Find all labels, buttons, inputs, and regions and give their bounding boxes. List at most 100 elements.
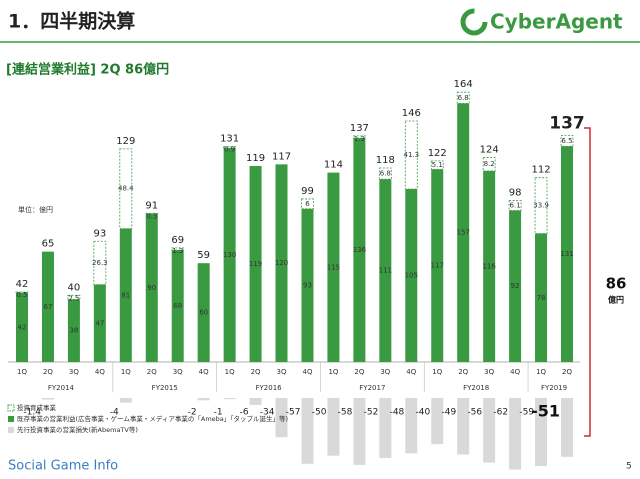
existing-bar	[145, 213, 158, 362]
total-label: 129	[116, 136, 135, 147]
x-tick-label: 3Q	[484, 368, 494, 376]
loss-label: -40	[416, 408, 431, 418]
loss-label: -52	[364, 408, 379, 418]
existing-bar	[249, 166, 262, 362]
existing-label: 105	[405, 272, 418, 280]
loss-bar	[223, 398, 236, 400]
loss-bar	[41, 398, 54, 400]
investment-bar	[560, 135, 574, 147]
existing-bar	[301, 208, 314, 362]
existing-label: 111	[379, 267, 392, 275]
subtitle: [連結営業利益] 2Q 86億円	[6, 62, 169, 78]
fiscal-year-label: FY2018	[463, 384, 489, 392]
total-label: 98	[509, 187, 522, 198]
x-tick-label: 1Q	[328, 368, 338, 376]
x-tick-label: 2Q	[147, 368, 157, 376]
x-tick-label: 1Q	[121, 368, 131, 376]
investment-label: 6.8	[380, 170, 391, 178]
existing-label: 157	[457, 229, 470, 237]
page-number: 5	[626, 462, 632, 472]
x-tick-label: 3Q	[69, 368, 79, 376]
investment-bar	[378, 167, 392, 180]
loss-bar	[509, 398, 522, 470]
investment-label: 33.9	[533, 202, 549, 210]
footer-source: Social Game Info	[8, 459, 118, 474]
existing-label: 38	[69, 327, 78, 335]
existing-label: 116	[482, 262, 496, 270]
investment-label: 0.9	[224, 145, 235, 153]
investment-label: 8.2	[484, 160, 495, 168]
total-label: 40	[68, 282, 81, 293]
bracket-value: 86	[606, 275, 627, 293]
legend-label: 先行投資事業の営業損失(新AbemaTV等)	[17, 425, 138, 434]
loss-bar	[197, 398, 210, 401]
existing-label: 120	[275, 259, 288, 267]
existing-bar	[93, 284, 106, 362]
existing-label: 47	[95, 319, 104, 327]
total-label: 118	[376, 155, 395, 166]
loss-label: -56	[467, 408, 482, 418]
total-label: 124	[480, 144, 499, 155]
total-label: 122	[428, 148, 447, 159]
loss-label: -6	[240, 408, 249, 418]
loss-label: -49	[441, 408, 456, 418]
loss-label: -62	[493, 408, 508, 418]
x-tick-label: 3Q	[173, 368, 183, 376]
fiscal-year-label: FY2014	[48, 384, 75, 392]
loss-label: -1.4	[23, 408, 41, 418]
investment-bar	[430, 160, 444, 170]
loss-bar	[327, 398, 340, 456]
investment-label: 6	[305, 200, 310, 208]
investment-bar	[508, 200, 522, 211]
investment-label: 6.5	[561, 137, 572, 145]
loss-bar	[301, 398, 314, 464]
investment-bar	[93, 240, 107, 285]
existing-bar	[275, 164, 288, 362]
existing-label: 60	[199, 309, 208, 317]
loss-bar	[379, 398, 392, 458]
legend-label: 投資育成事業	[17, 403, 57, 412]
x-tick-label: 3Q	[277, 368, 287, 376]
investment-label: 5.1	[432, 161, 443, 169]
existing-label: 117	[431, 262, 444, 270]
existing-label: 78	[537, 294, 546, 302]
investment-label: 1.3	[172, 247, 183, 255]
existing-label: 136	[353, 246, 367, 254]
logo-text: CyberAgent	[490, 10, 623, 34]
existing-bar	[509, 210, 522, 362]
legend-swatch	[7, 404, 15, 412]
x-tick-label: 2Q	[562, 368, 572, 376]
loss-bar	[249, 398, 262, 405]
investment-bar	[404, 120, 418, 190]
logo: CyberAgent	[460, 8, 623, 36]
x-tick-label: 4Q	[302, 368, 312, 376]
existing-label: 119	[249, 260, 262, 268]
total-label: 59	[197, 250, 210, 261]
investment-label: 6.8	[458, 94, 469, 102]
x-tick-label: 4Q	[510, 368, 520, 376]
legend-label: 既存事業の営業利益(広告事業・ゲーム事業・メディア事業の「Ameba」「タップル…	[17, 414, 288, 423]
investment-bar	[119, 148, 133, 229]
x-tick-label: 1Q	[536, 368, 546, 376]
loss-bar	[353, 398, 366, 465]
existing-bar	[353, 138, 366, 362]
total-label: 112	[532, 165, 551, 176]
existing-bar	[535, 233, 548, 362]
fiscal-year-label: FY2019	[541, 384, 567, 392]
bracket	[584, 127, 591, 437]
investment-bar	[15, 291, 29, 294]
existing-bar	[171, 250, 184, 362]
loss-label: -2	[188, 408, 197, 418]
bracket-unit: 億円	[608, 295, 624, 305]
investment-label: 48.4	[118, 185, 134, 193]
existing-label: 68	[173, 302, 182, 310]
total-label: 114	[324, 160, 343, 171]
total-label: 146	[402, 108, 421, 119]
x-tick-label: 4Q	[95, 368, 105, 376]
existing-label: 67	[43, 303, 52, 311]
investment-bar	[482, 157, 496, 172]
investment-bar	[67, 294, 81, 300]
x-tick-label: 2Q	[354, 368, 364, 376]
x-tick-label: 4Q	[199, 368, 209, 376]
x-tick-label: 1Q	[17, 368, 27, 376]
